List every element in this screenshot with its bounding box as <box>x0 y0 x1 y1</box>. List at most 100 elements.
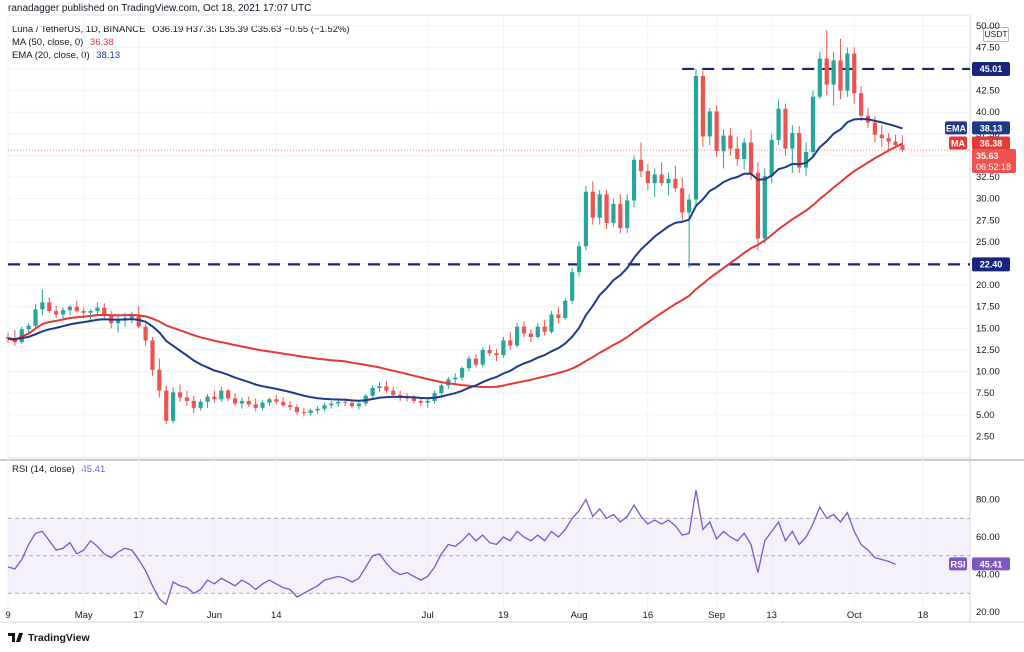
ema20-line[interactable] <box>7 117 903 402</box>
candle-body[interactable] <box>762 176 767 239</box>
candle-body[interactable] <box>611 203 616 223</box>
candle-body[interactable] <box>790 132 795 149</box>
candle-body[interactable] <box>556 314 561 318</box>
candle-body[interactable] <box>666 178 671 184</box>
candle-body[interactable] <box>769 139 774 177</box>
candle-body[interactable] <box>528 333 533 337</box>
candle-body[interactable] <box>673 178 678 189</box>
candle-body[interactable] <box>74 306 79 312</box>
candle-body[interactable] <box>803 152 809 168</box>
candle-body[interactable] <box>287 405 293 408</box>
candle-body[interactable] <box>638 159 644 172</box>
candle-body[interactable] <box>177 392 183 398</box>
candle-body[interactable] <box>157 369 162 391</box>
candle-body[interactable] <box>459 368 465 378</box>
candle-body[interactable] <box>115 319 121 324</box>
candle-body[interactable] <box>301 412 306 414</box>
candle-body[interactable] <box>859 93 864 116</box>
candle-body[interactable] <box>783 108 788 149</box>
candle-body[interactable] <box>810 96 816 153</box>
candle-body[interactable] <box>893 141 898 146</box>
candle-body[interactable] <box>322 405 327 409</box>
candle-body[interactable] <box>742 142 747 159</box>
candle-body[interactable] <box>281 401 286 406</box>
candle-body[interactable] <box>515 326 520 346</box>
candle-body[interactable] <box>700 75 705 137</box>
candle-body[interactable] <box>232 398 238 404</box>
candle-body[interactable] <box>494 353 499 356</box>
candle-body[interactable] <box>501 340 506 356</box>
candle-body[interactable] <box>81 311 86 313</box>
candle-body[interactable] <box>164 390 169 421</box>
candle-body[interactable] <box>391 390 396 395</box>
candle-body[interactable] <box>838 60 843 91</box>
candle-body[interactable] <box>576 246 582 273</box>
candle-body[interactable] <box>198 401 203 408</box>
candle-body[interactable] <box>370 387 375 396</box>
candle-body[interactable] <box>466 358 472 369</box>
candle-body[interactable] <box>274 399 279 402</box>
candle-body[interactable] <box>872 122 877 135</box>
candle-body[interactable] <box>356 403 361 407</box>
candle-body[interactable] <box>212 396 217 400</box>
candle-body[interactable] <box>329 403 334 406</box>
candle-body[interactable] <box>721 135 726 152</box>
candle-body[interactable] <box>604 194 609 223</box>
candle-body[interactable] <box>219 390 224 400</box>
candle-body[interactable] <box>549 314 554 332</box>
candle-body[interactable] <box>267 399 272 403</box>
candle-body[interactable] <box>425 400 430 403</box>
candle-body[interactable] <box>40 302 45 310</box>
candle-body[interactable] <box>226 390 231 399</box>
symbol-name[interactable]: Luna / TetherUS, 1D, BINANCE <box>12 24 146 35</box>
candle-body[interactable] <box>5 336 11 339</box>
candle-body[interactable] <box>260 402 265 408</box>
candle-body[interactable] <box>294 407 300 413</box>
candle-body[interactable] <box>659 174 664 184</box>
candle-body[interactable] <box>102 307 107 315</box>
candle-body[interactable] <box>570 272 575 301</box>
candle-body[interactable] <box>26 325 31 330</box>
candle-body[interactable] <box>831 60 836 85</box>
candle-body[interactable] <box>590 191 595 218</box>
candle-body[interactable] <box>487 349 492 354</box>
ema-legend[interactable]: EMA (20, close, 0) 38.13 <box>12 50 120 61</box>
candle-body[interactable] <box>852 53 857 94</box>
candle-body[interactable] <box>253 404 258 408</box>
candle-body[interactable] <box>728 135 733 149</box>
candle-body[interactable] <box>735 148 740 159</box>
candle-body[interactable] <box>521 326 527 334</box>
candle-body[interactable] <box>246 400 251 405</box>
candle-body[interactable] <box>129 316 134 318</box>
candle-body[interactable] <box>625 200 630 229</box>
candle-body[interactable] <box>418 400 423 403</box>
candle-body[interactable] <box>480 349 485 365</box>
candle-body[interactable] <box>693 75 699 200</box>
candle-body[interactable] <box>343 401 348 403</box>
candle-body[interactable] <box>308 410 313 414</box>
ma50-line[interactable] <box>7 142 903 389</box>
candle-body[interactable] <box>88 311 93 313</box>
candle-body[interactable] <box>597 194 602 218</box>
candle-body[interactable] <box>67 306 73 311</box>
candle-body[interactable] <box>535 326 540 337</box>
rsi-legend[interactable]: RSI (14, close) 45.41 <box>12 464 105 475</box>
candle-body[interactable] <box>680 188 685 213</box>
candle-body[interactable] <box>377 386 382 388</box>
candle-body[interactable] <box>755 172 761 239</box>
candle-body[interactable] <box>439 385 444 394</box>
currency-label[interactable]: USDT <box>983 27 1009 42</box>
rsi-line[interactable] <box>7 489 896 606</box>
candle-body[interactable] <box>817 58 822 97</box>
candle-body[interactable] <box>748 142 754 173</box>
candle-body[interactable] <box>315 408 320 411</box>
candle-body[interactable] <box>563 300 568 318</box>
candle-body[interactable] <box>336 401 341 404</box>
candle-body[interactable] <box>453 377 458 380</box>
ma-legend[interactable]: MA (50, close, 0) 36.38 <box>12 37 114 48</box>
tradingview-logo[interactable]: TradingView <box>8 632 90 644</box>
candle-body[interactable] <box>384 386 389 391</box>
candle-body[interactable] <box>54 311 59 315</box>
candle-body[interactable] <box>95 307 100 312</box>
candle-body[interactable] <box>687 199 692 213</box>
